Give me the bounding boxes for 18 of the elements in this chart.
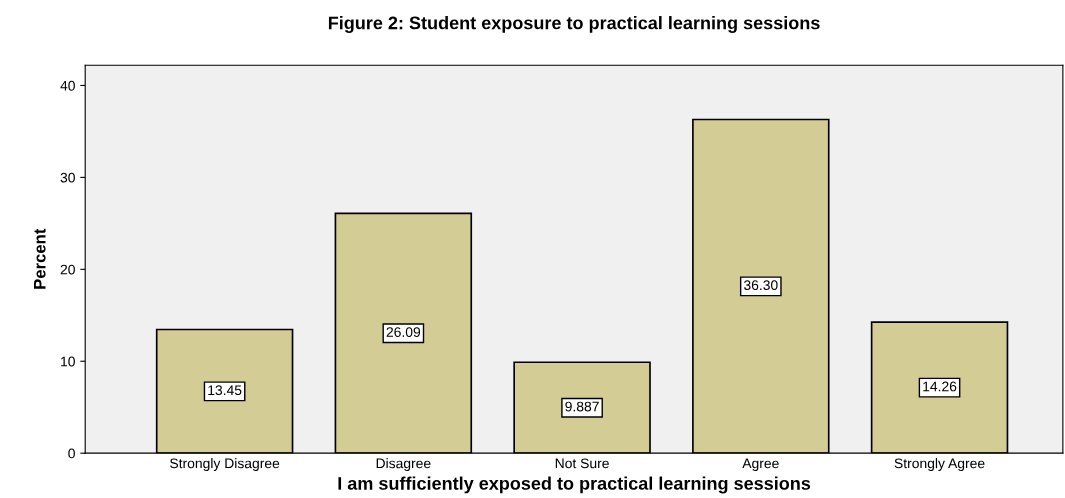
data-label: 14.26 bbox=[923, 381, 957, 392]
chart-title: Figure 2: Student exposure to practical learning sessions bbox=[328, 16, 820, 33]
y-tick-label: 20 bbox=[60, 264, 75, 275]
x-tick-label: Disagree bbox=[376, 458, 431, 471]
y-tick-label: 40 bbox=[60, 80, 75, 91]
x-tick-label: Strongly Agree bbox=[894, 458, 985, 471]
data-label: 26.09 bbox=[386, 327, 421, 337]
y-axis-title: Percent bbox=[34, 228, 46, 289]
x-axis-title: I am sufficiently exposed to practical learning sessions bbox=[338, 476, 811, 494]
x-tick-label: Agree bbox=[742, 458, 779, 471]
y-tick-label: 0 bbox=[68, 448, 75, 459]
data-label: 13.45 bbox=[208, 385, 242, 396]
y-tick-label: 30 bbox=[60, 172, 75, 183]
x-tick-label: Not Sure bbox=[555, 458, 609, 469]
x-tick-label: Strongly Disagree bbox=[170, 458, 280, 471]
y-tick-label: 10 bbox=[61, 356, 75, 367]
data-label: 36.30 bbox=[743, 280, 778, 291]
data-label: 9.887 bbox=[565, 401, 599, 412]
